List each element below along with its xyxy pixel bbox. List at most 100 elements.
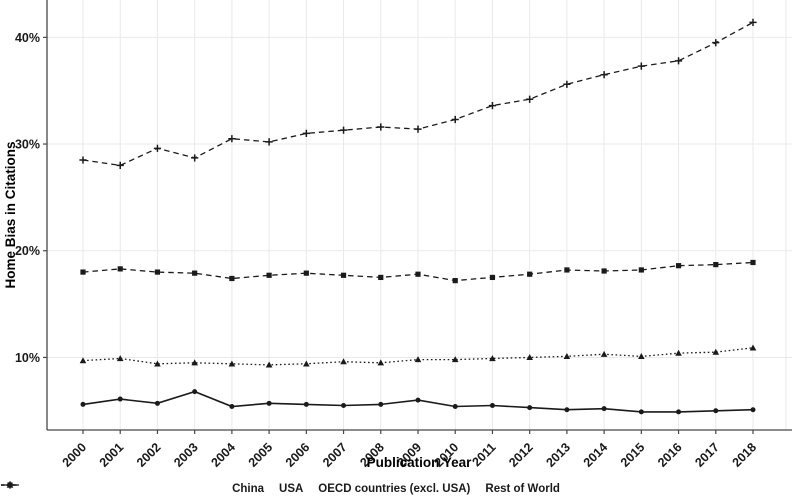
x-axis-title: Publication Year [367,455,473,470]
square-marker [415,271,421,277]
circle-marker [7,482,13,488]
square-marker [154,269,161,275]
plus-marker [414,125,422,133]
square-marker [192,270,198,276]
plus-marker [228,135,236,143]
square-marker [564,267,570,273]
plus-marker [637,62,645,70]
circle-marker [713,408,719,414]
triangle-marker [228,360,236,367]
x-tick-label: 2000 [60,440,90,470]
triangle-marker [265,361,273,368]
plus-marker [749,18,757,27]
square-marker [713,262,719,268]
circle-marker [80,401,86,407]
square-marker [750,259,756,266]
x-tick-label: 2015 [618,440,648,470]
legend-item-rest-of-world: Rest of World [1,482,560,495]
circle-marker [266,400,272,406]
square-marker [378,274,384,281]
square-marker [303,270,309,276]
circle-marker [452,404,458,410]
x-tick-label: 2014 [581,440,611,470]
triangle-marker [712,348,720,355]
circle-marker [192,389,198,395]
circle-marker [676,409,682,415]
square-marker [675,263,682,269]
series-usa [80,259,756,284]
circle-marker [750,407,756,413]
triangle-marker [563,352,571,359]
plus-marker [79,156,87,164]
x-tick-label: 2001 [97,440,127,470]
series-oecd-countries-excl-usa- [79,344,757,368]
x-tick-label: 2004 [208,440,238,470]
legend-item-oecd-countries-excl-usa-: OECD countries (excl. USA) [1,481,471,495]
circle-marker [154,400,160,406]
chart-legend: China USA OECD countries (excl. USA) Rest o… [0,479,792,499]
plus-marker [488,102,497,110]
x-tick-label: 2012 [506,440,536,470]
plus-marker [191,154,199,162]
y-tick-label: 30% [15,138,40,152]
y-tick-label: 40% [15,31,40,45]
x-tick-label: 2011 [469,440,498,469]
square-marker [80,269,86,275]
square-marker [638,267,644,273]
legend-item-china: China [1,481,265,495]
legend-label: USA [279,483,304,495]
series-china [79,18,757,169]
axis-layer: 10% 20% 30% 40% 2000 2001 2002 2003 2004 2005 2006… [15,0,792,470]
square-marker [117,266,123,272]
square-marker [601,268,607,274]
series-layer [79,18,757,415]
square-marker [266,272,272,278]
x-tick-label: 2013 [543,440,573,470]
triangle-marker [303,360,310,367]
square-marker [527,271,533,277]
triangle-marker [377,359,385,366]
x-tick-label: 2007 [320,440,350,470]
y-tick-label: 20% [15,244,40,258]
circle-marker [229,404,235,410]
circle-marker [341,402,347,408]
square-marker [340,272,347,278]
triangle-marker [638,352,645,359]
circle-marker [564,407,570,413]
legend-label: OECD countries (excl. USA) [318,483,471,495]
square-marker [229,275,235,282]
plus-marker [600,71,608,79]
circle-marker [527,405,533,411]
circle-marker [378,401,384,407]
plus-marker [674,57,683,65]
triangle-marker [154,360,161,367]
x-tick-label: 2006 [283,440,313,470]
plus-marker [302,129,310,137]
x-tick-label: 2018 [730,440,760,470]
x-tick-label: 2002 [134,440,164,470]
plus-marker [526,95,534,103]
series-rest-of-world [80,389,756,415]
plus-marker [563,80,571,88]
triangle-marker [116,355,124,362]
circle-marker [638,409,644,415]
plus-marker [451,115,459,124]
square-marker [489,274,496,281]
circle-marker [303,401,309,407]
triangle-marker [79,357,87,364]
plus-marker [712,39,720,47]
triangle-marker [526,354,533,361]
triangle-marker [451,356,459,363]
triangle-marker [675,349,682,356]
plus-marker [265,138,273,146]
circle-marker [415,397,421,403]
triangle-marker [489,355,496,362]
plus-marker [153,144,162,152]
legend-label: China [232,483,265,495]
circle-marker [117,396,123,402]
plus-marker [339,126,348,134]
circle-legend-icon [1,482,19,488]
legend-label: Rest of World [485,483,560,495]
triangle-marker [191,359,198,366]
